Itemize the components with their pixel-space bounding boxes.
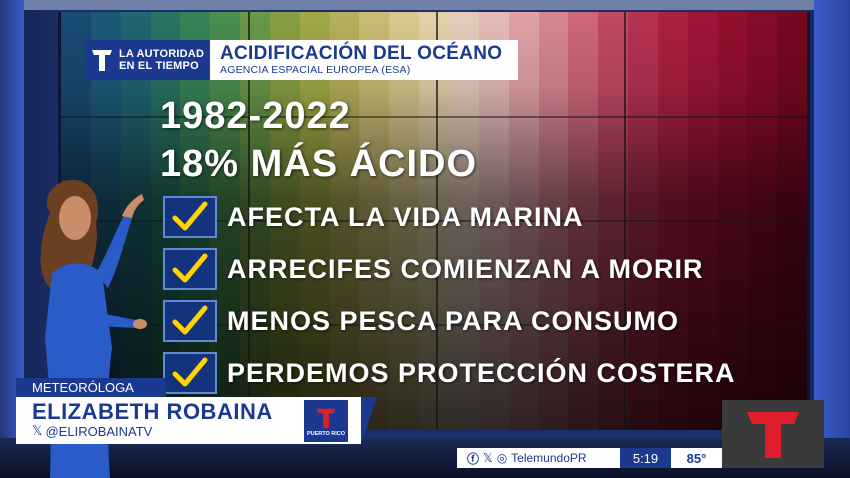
brand-tagline: LA AUTORIDAD EN EL TIEMPO: [119, 48, 204, 72]
telemundo-pr-logo: PUERTO RICO: [304, 400, 348, 442]
checkmark-icon: [172, 305, 208, 335]
headline-stat: 18% MÁS ÁCIDO: [160, 143, 478, 185]
checklist-item-label: PERDEMOS PROTECCIÓN COSTERA: [227, 357, 736, 388]
check-box: [163, 300, 217, 342]
studio-ceiling: [0, 0, 850, 10]
social-handle: ⓕ 𝕏 ◎ TelemundoPR: [457, 448, 620, 468]
x-logo-icon: 𝕏: [32, 423, 43, 438]
checklist-item-label: MENOS PESCA PARA CONSUMO: [227, 305, 680, 336]
studio-pillar-right: [814, 0, 850, 478]
lower-third: METEORÓLOGA ELIZABETH ROBAINA 𝕏 @ELIROBA…: [16, 378, 377, 444]
lower-third-panel: ELIZABETH ROBAINA 𝕏 @ELIROBAINATV PUERTO…: [16, 397, 361, 444]
screen-seam: [61, 220, 807, 222]
current-time: 5:19: [620, 448, 671, 468]
checklist-item: PERDEMOS PROTECCIÓN COSTERA: [163, 350, 736, 396]
check-box: [163, 352, 217, 394]
screen-seam: [61, 324, 807, 326]
screen-seam: [61, 116, 807, 118]
network-bug: [722, 400, 824, 468]
social-handle-text: TelemundoPR: [511, 451, 587, 465]
checklist-item-label: AFECTA LA VIDA MARINA: [227, 201, 584, 232]
facebook-icon: ⓕ: [467, 451, 480, 466]
current-temperature: 85°: [671, 448, 722, 468]
instagram-icon: ◎: [496, 451, 508, 465]
telemundo-t-icon: [747, 412, 799, 458]
checklist-item: AFECTA LA VIDA MARINA: [163, 194, 583, 240]
checklist-item-label: ARRECIFES COMIENZAN A MORIR: [227, 253, 704, 284]
checkmark-icon: [172, 201, 208, 231]
title-box: ACIDIFICACIÓN DEL OCÉANO AGENCIA ESPACIA…: [210, 40, 518, 80]
presenter-handle: @ELIROBAINATV: [45, 423, 153, 439]
brand-line-2: EN EL TIEMPO: [119, 60, 199, 72]
presenter-role: METEORÓLOGA: [16, 378, 166, 397]
check-box: [163, 248, 217, 290]
logo-region-label: PUERTO RICO: [306, 430, 346, 437]
graphic-subtitle: AGENCIA ESPACIAL EUROPEA (ESA): [220, 64, 411, 76]
telemundo-t-icon: [92, 50, 112, 71]
telemundo-t-icon: [316, 408, 336, 428]
checklist-item: ARRECIFES COMIENZAN A MORIR: [163, 246, 704, 292]
graphic-title: ACIDIFICACIÓN DEL OCÉANO: [220, 43, 503, 64]
info-ticker: ⓕ 𝕏 ◎ TelemundoPR 5:19 85°: [457, 448, 722, 468]
presenter-handle-row: 𝕏 @ELIROBAINATV: [32, 423, 152, 439]
check-box: [163, 196, 217, 238]
brand-box: LA AUTORIDAD EN EL TIEMPO: [85, 40, 210, 80]
checkmark-icon: [172, 357, 208, 387]
brand-line-1: LA AUTORIDAD: [119, 48, 205, 60]
years-range: 1982-2022: [160, 95, 351, 137]
x-logo-icon: 𝕏: [483, 451, 493, 465]
checkmark-icon: [172, 253, 208, 283]
checklist-item: MENOS PESCA PARA CONSUMO: [163, 298, 679, 344]
presenter-name: ELIZABETH ROBAINA: [32, 399, 273, 424]
